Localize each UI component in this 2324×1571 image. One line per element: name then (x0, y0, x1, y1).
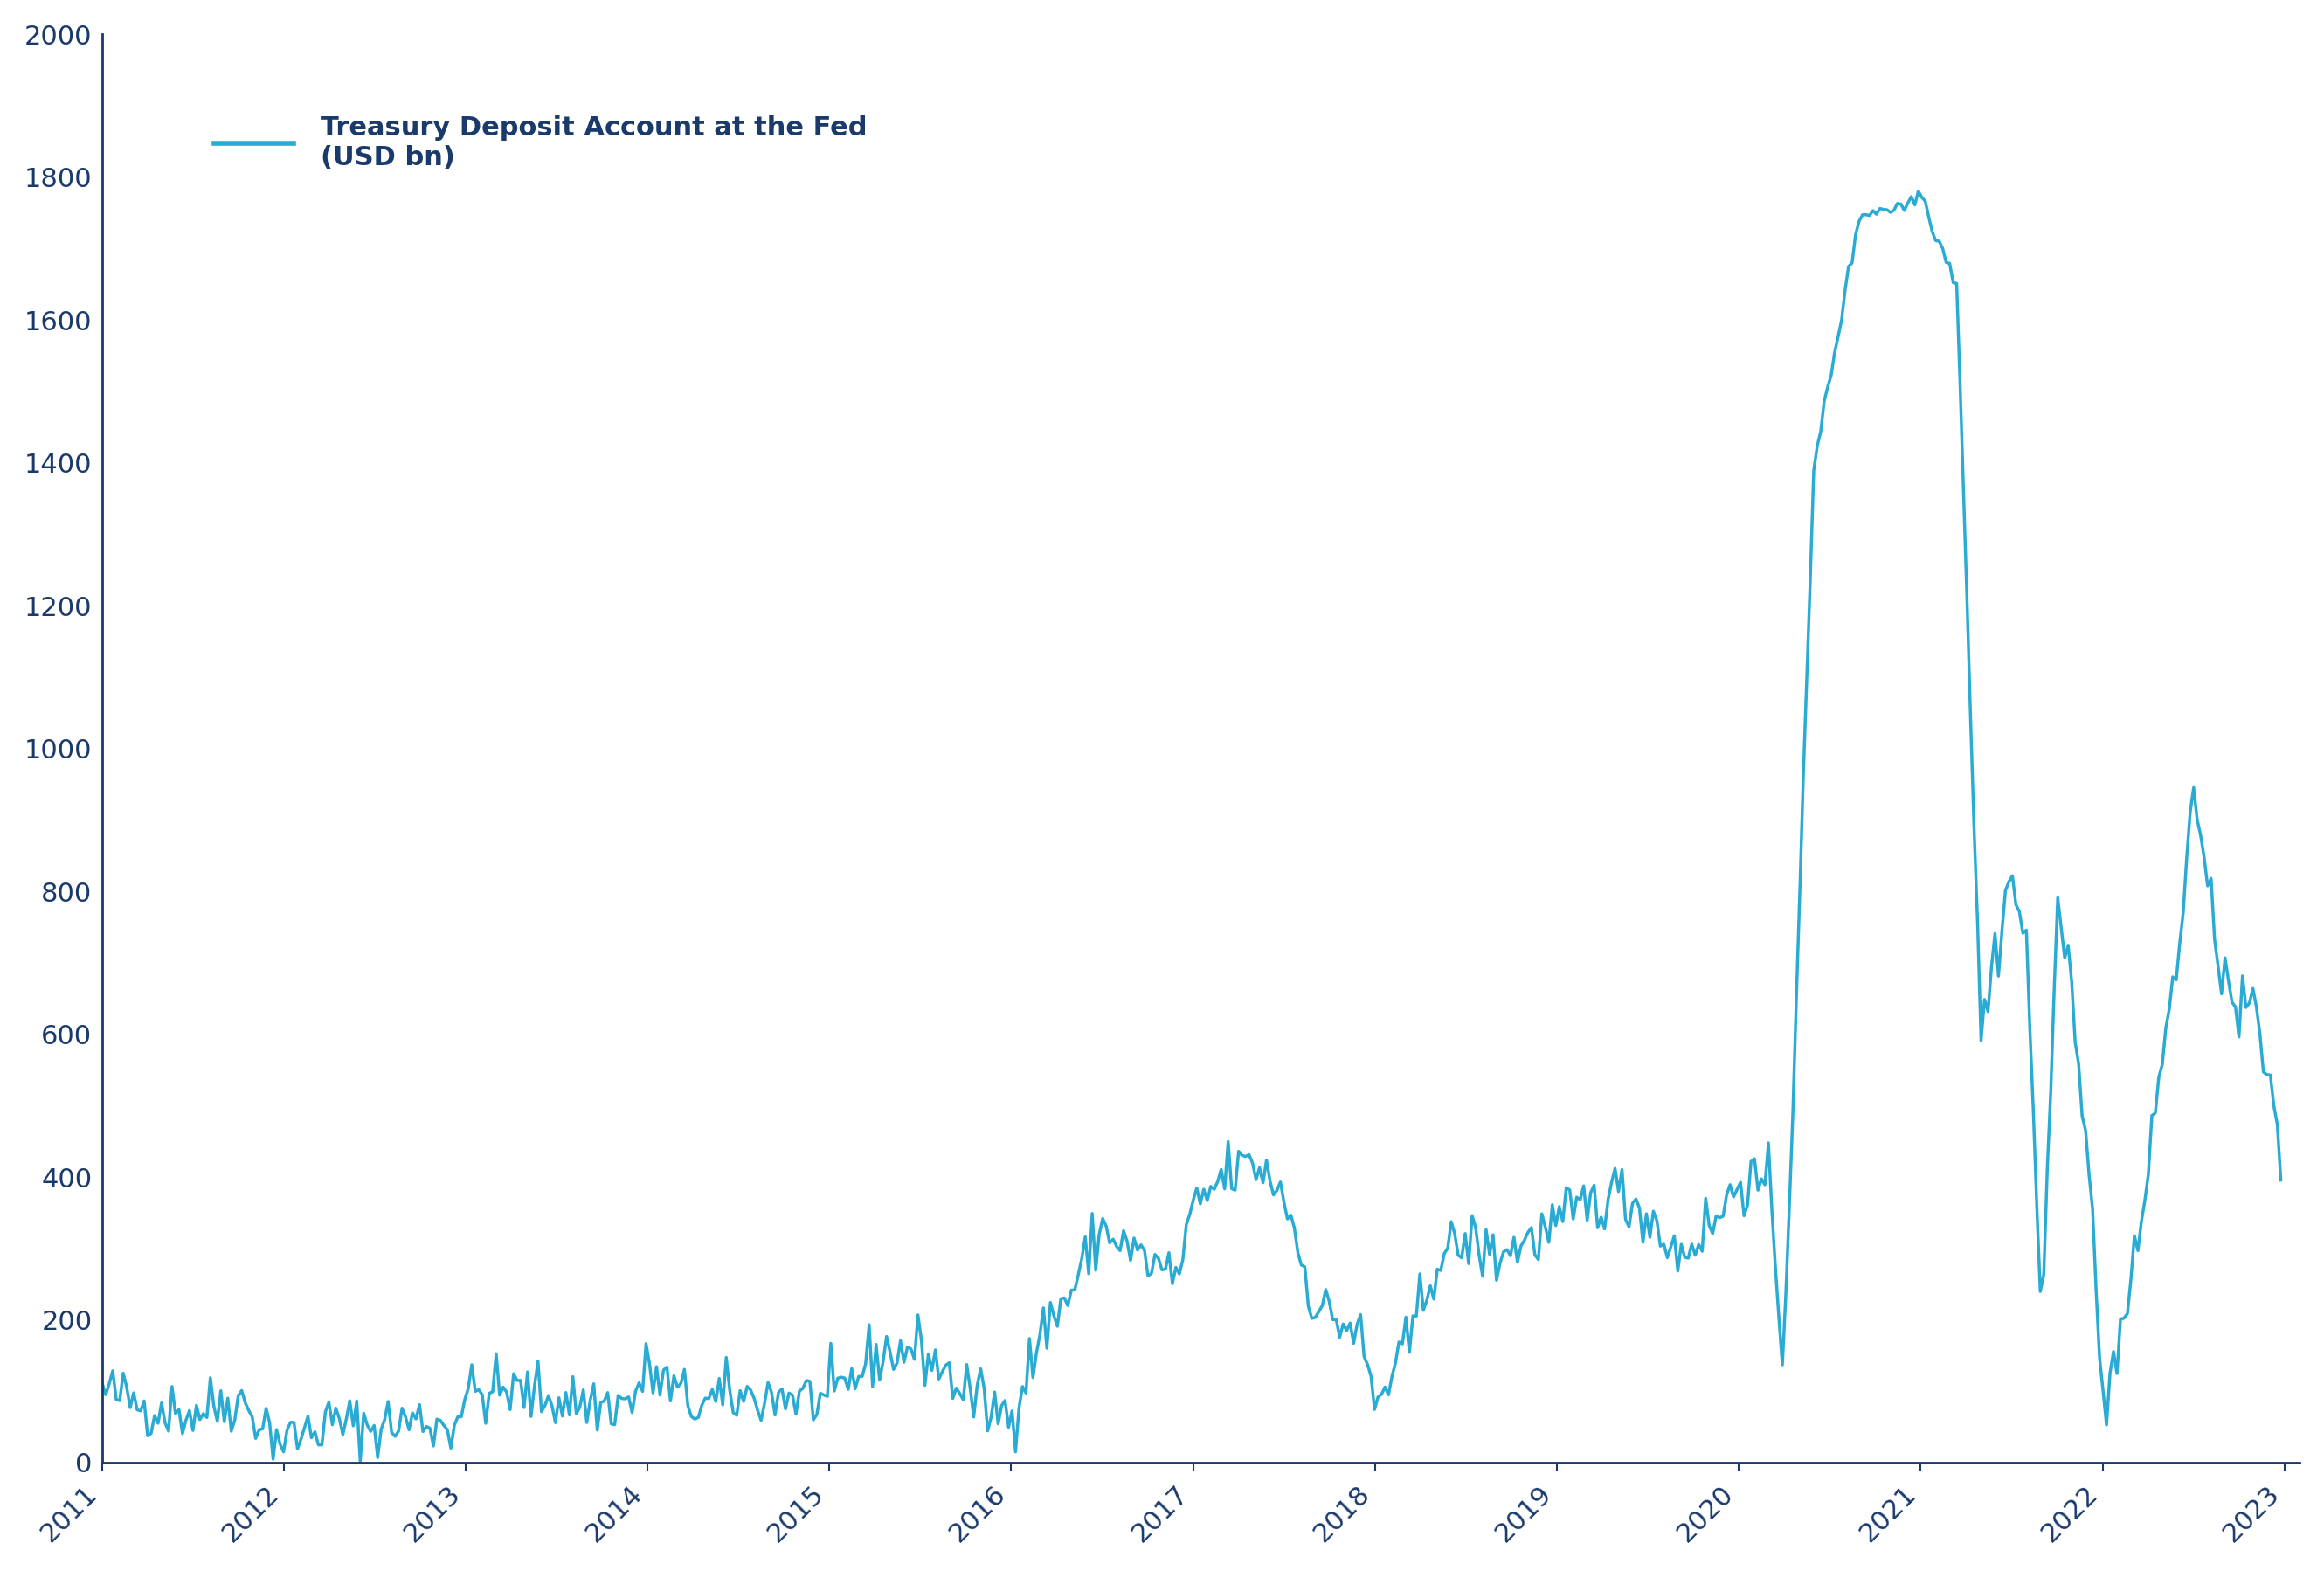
Legend: Treasury Deposit Account at the Fed
(USD bn): Treasury Deposit Account at the Fed (USD… (202, 105, 878, 181)
